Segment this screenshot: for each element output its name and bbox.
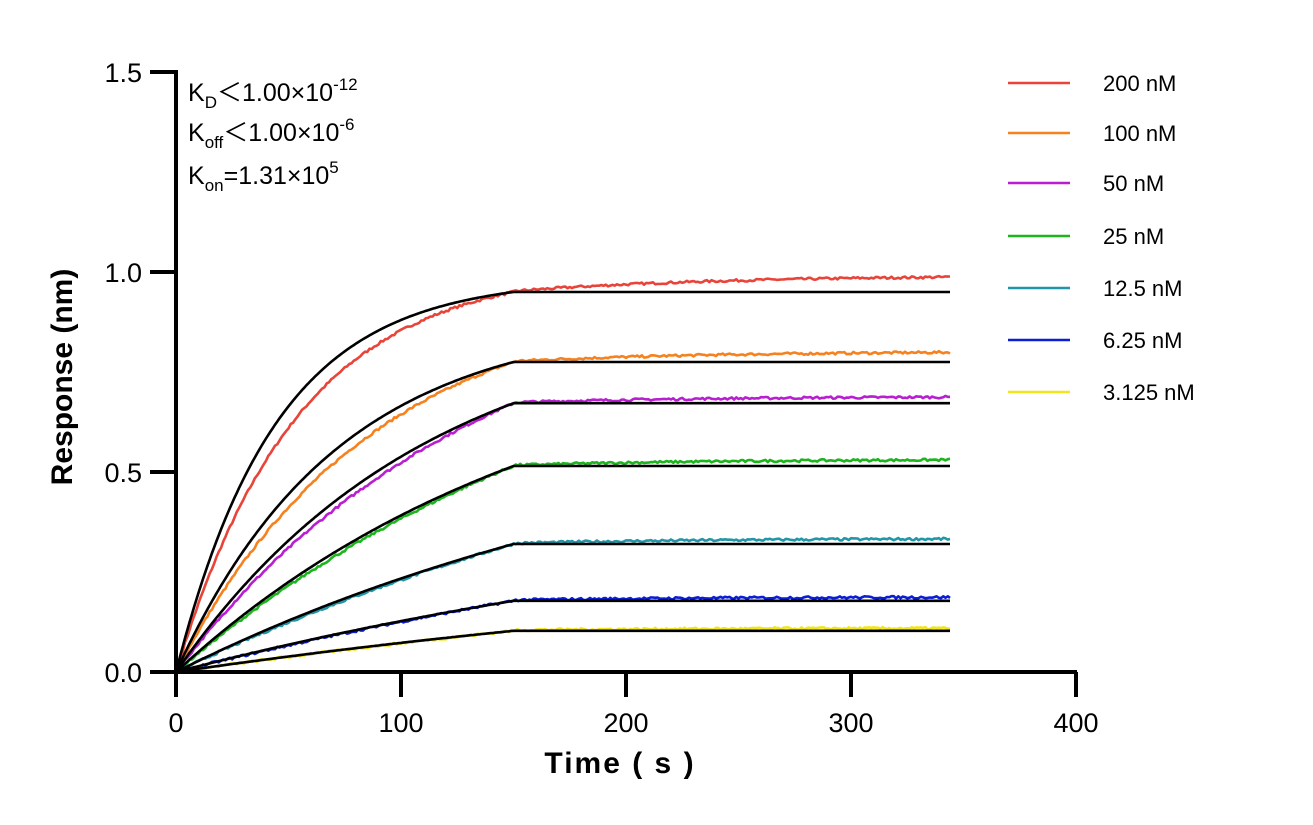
x-tick-label: 300 — [828, 708, 873, 738]
plot-area — [174, 274, 951, 674]
koff-annotation: Koff＜1.00×10-6 — [188, 115, 355, 152]
y-tick-label: 1.5 — [104, 58, 142, 88]
fit-line — [175, 599, 950, 674]
kd-annotation: KD＜1.00×10-12 — [188, 75, 358, 112]
x-tick-label: 200 — [603, 708, 648, 738]
legend-label: 50 nM — [1103, 171, 1164, 196]
series-line — [174, 394, 951, 673]
legend-label: 12.5 nM — [1103, 276, 1183, 301]
y-tick-label: 0.0 — [104, 658, 142, 688]
fit-line — [174, 401, 950, 673]
fit-line — [174, 360, 950, 673]
kon-annotation: Kon=1.31×105 — [188, 158, 339, 195]
legend-label: 200 nM — [1103, 71, 1176, 96]
series-line — [175, 594, 951, 674]
series-line — [175, 457, 951, 674]
series-line — [174, 274, 951, 673]
fit-line — [175, 629, 950, 674]
x-axis-title: Time ( s ) — [544, 747, 695, 780]
y-axis-title: Response (nm) — [46, 269, 79, 486]
legend-label: 3.125 nM — [1103, 380, 1195, 405]
legend-label: 6.25 nM — [1103, 328, 1183, 353]
fit-line — [175, 542, 950, 674]
series-line — [175, 536, 951, 674]
legend-label: 100 nM — [1103, 121, 1176, 146]
series-line — [174, 349, 951, 673]
x-tick-label: 400 — [1053, 708, 1098, 738]
fit-curves — [174, 290, 950, 674]
y-axis-ticks: 0.0 0.5 1.0 1.5 — [104, 58, 176, 688]
fit-line — [175, 464, 950, 673]
x-tick-label: 100 — [378, 708, 423, 738]
y-tick-label: 1.0 — [104, 258, 142, 288]
fit-line — [174, 290, 950, 673]
y-tick-label: 0.5 — [104, 458, 142, 488]
legend-label: 25 nM — [1103, 224, 1164, 249]
legend: 200 nM 100 nM 50 nM 25 nM 12.5 nM 6.25 nM 3.12… — [1008, 71, 1195, 405]
x-axis-ticks: 0 100 200 300 400 — [168, 672, 1099, 738]
x-tick-label: 0 — [168, 708, 183, 738]
series-line — [175, 625, 951, 674]
